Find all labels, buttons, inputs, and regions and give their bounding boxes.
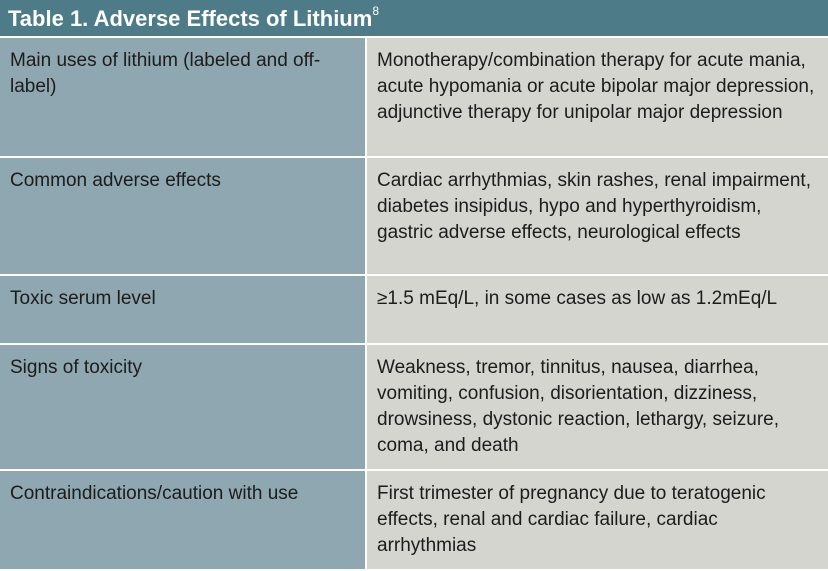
table-row: Toxic serum level ≥1.5 mEq/L, in some cas… xyxy=(0,275,828,345)
row-label: Common adverse effects xyxy=(0,157,367,276)
table-body: Main uses of lithium (labeled and off-la… xyxy=(0,38,828,571)
table-row: Main uses of lithium (labeled and off-la… xyxy=(0,38,828,158)
footnote-ref: 8 xyxy=(372,4,379,18)
row-label: Toxic serum level xyxy=(0,275,367,345)
table: Main uses of lithium (labeled and off-la… xyxy=(0,38,828,571)
table-title: Table 1. Adverse Effects of Lithium xyxy=(8,6,373,31)
row-label: Contraindications/caution with use xyxy=(0,470,367,571)
row-value: ≥1.5 mEq/L, in some cases as low as 1.2m… xyxy=(366,275,828,345)
row-value: Monotherapy/combination therapy for acut… xyxy=(366,38,828,158)
row-value: Weakness, tremor, tinnitus, nausea, diar… xyxy=(366,344,828,471)
table-row: Signs of toxicity Weakness, tremor, tinni… xyxy=(0,344,828,471)
table-row: Contraindications/caution with use First … xyxy=(0,470,828,571)
row-value: Cardiac arrhythmias, skin rashes, renal … xyxy=(366,157,828,276)
table-header: Table 1. Adverse Effects of Lithium8 xyxy=(0,0,828,38)
row-label: Signs of toxicity xyxy=(0,344,367,471)
table-row: Common adverse effects Cardiac arrhythmia… xyxy=(0,157,828,276)
row-label: Main uses of lithium (labeled and off-la… xyxy=(0,38,367,158)
row-value: First trimester of pregnancy due to tera… xyxy=(366,470,828,571)
